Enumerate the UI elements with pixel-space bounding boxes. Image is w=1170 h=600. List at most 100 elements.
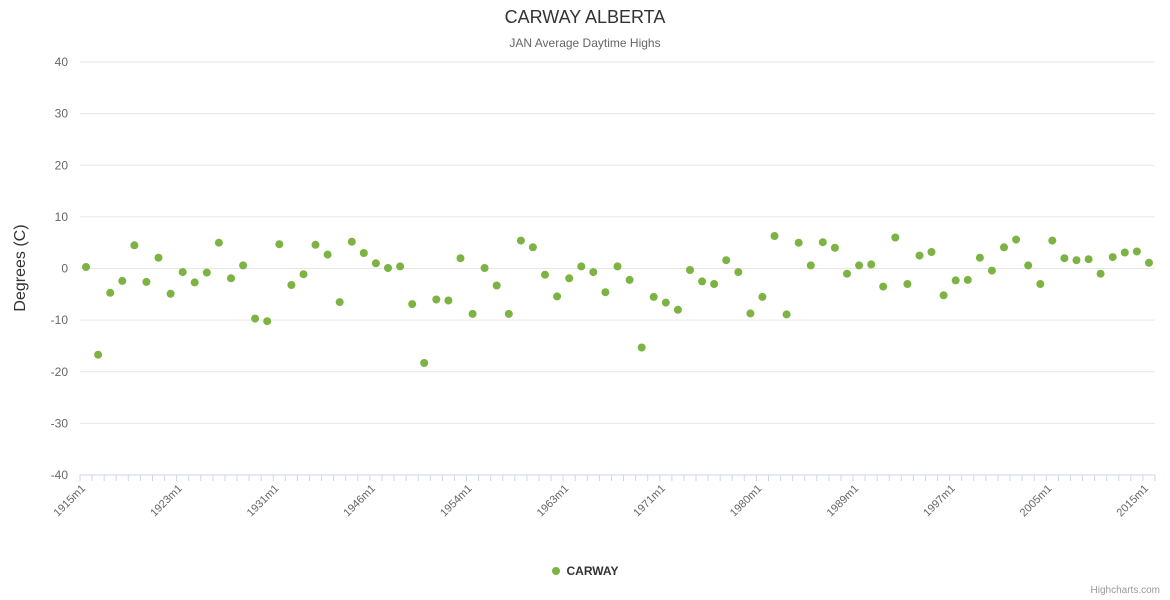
- data-point[interactable]: [673, 305, 682, 314]
- data-point[interactable]: [734, 268, 743, 277]
- chart-subtitle: JAN Average Daytime Highs: [509, 36, 661, 50]
- data-point[interactable]: [214, 238, 223, 247]
- data-point[interactable]: [710, 280, 719, 288]
- data-point[interactable]: [384, 264, 392, 272]
- data-point[interactable]: [1000, 243, 1008, 252]
- data-point[interactable]: [335, 298, 344, 307]
- data-point[interactable]: [794, 238, 803, 247]
- data-point[interactable]: [347, 237, 356, 246]
- data-point[interactable]: [239, 261, 248, 270]
- data-point[interactable]: [287, 281, 296, 289]
- data-point[interactable]: [613, 262, 622, 271]
- data-point[interactable]: [516, 236, 525, 245]
- data-point[interactable]: [1145, 258, 1153, 267]
- data-point[interactable]: [879, 282, 888, 291]
- data-point[interactable]: [758, 292, 767, 301]
- data-point[interactable]: [782, 310, 791, 319]
- data-point[interactable]: [82, 263, 90, 271]
- data-point[interactable]: [1072, 256, 1081, 265]
- data-point[interactable]: [1036, 280, 1045, 288]
- data-point[interactable]: [963, 275, 972, 284]
- data-point[interactable]: [698, 277, 707, 286]
- data-point[interactable]: [637, 343, 646, 352]
- data-point[interactable]: [178, 268, 187, 277]
- data-point[interactable]: [1108, 253, 1117, 262]
- data-point[interactable]: [903, 280, 912, 288]
- data-point[interactable]: [263, 317, 272, 326]
- data-point[interactable]: [661, 298, 670, 307]
- legend-item-label: CARWAY: [566, 564, 619, 578]
- data-point[interactable]: [770, 232, 779, 240]
- data-point[interactable]: [130, 241, 139, 250]
- data-point[interactable]: [480, 264, 489, 272]
- data-point[interactable]: [492, 281, 501, 290]
- data-point[interactable]: [649, 292, 658, 301]
- data-point[interactable]: [987, 266, 996, 275]
- data-point[interactable]: [299, 270, 308, 279]
- data-point[interactable]: [190, 278, 199, 287]
- data-point[interactable]: [528, 243, 537, 252]
- y-axis-label: -20: [51, 365, 69, 379]
- data-point[interactable]: [1024, 261, 1033, 270]
- data-point[interactable]: [227, 274, 235, 283]
- data-point[interactable]: [975, 253, 984, 262]
- x-axis-label: 1989m1: [825, 483, 862, 520]
- data-point[interactable]: [275, 240, 284, 249]
- data-point[interactable]: [1084, 255, 1093, 264]
- data-point[interactable]: [915, 251, 924, 260]
- data-point[interactable]: [106, 288, 115, 297]
- data-point[interactable]: [951, 276, 960, 285]
- data-point[interactable]: [311, 240, 320, 249]
- y-axis-title: Degrees (C): [12, 224, 29, 311]
- data-point[interactable]: [359, 249, 368, 257]
- data-point[interactable]: [420, 359, 429, 367]
- data-point[interactable]: [746, 309, 755, 318]
- legend-item-carway[interactable]: CARWAY: [551, 564, 619, 578]
- data-point[interactable]: [1096, 269, 1105, 278]
- data-point[interactable]: [323, 250, 332, 259]
- data-point[interactable]: [408, 300, 417, 309]
- data-point[interactable]: [371, 259, 380, 268]
- data-point[interactable]: [818, 238, 827, 247]
- data-point[interactable]: [927, 248, 936, 256]
- y-axis-label: 40: [55, 55, 69, 69]
- y-axis-label: -10: [51, 313, 69, 327]
- data-point[interactable]: [166, 289, 175, 298]
- data-point[interactable]: [504, 309, 513, 318]
- data-point[interactable]: [154, 253, 163, 262]
- data-point[interactable]: [806, 261, 815, 270]
- data-point[interactable]: [830, 243, 839, 252]
- data-point[interactable]: [891, 233, 900, 242]
- data-point[interactable]: [565, 274, 574, 283]
- data-point[interactable]: [855, 261, 864, 270]
- data-point[interactable]: [625, 275, 634, 284]
- x-axis-label: 1980m1: [728, 483, 765, 520]
- data-point[interactable]: [456, 254, 465, 263]
- data-point[interactable]: [432, 295, 441, 304]
- data-point[interactable]: [939, 291, 948, 300]
- data-point[interactable]: [722, 256, 731, 265]
- data-point[interactable]: [142, 277, 151, 286]
- data-point[interactable]: [1048, 236, 1057, 245]
- data-point[interactable]: [202, 268, 211, 277]
- data-point[interactable]: [444, 296, 453, 305]
- data-point[interactable]: [1060, 254, 1069, 263]
- data-point[interactable]: [1132, 247, 1141, 256]
- data-point[interactable]: [1012, 235, 1021, 244]
- credits-link[interactable]: Highcharts.com: [1090, 585, 1160, 596]
- data-point[interactable]: [589, 268, 598, 277]
- data-point[interactable]: [94, 350, 103, 359]
- data-point[interactable]: [601, 288, 610, 297]
- data-point[interactable]: [468, 309, 477, 318]
- data-point[interactable]: [1120, 248, 1129, 257]
- legend-marker-icon: [552, 567, 561, 575]
- data-point[interactable]: [577, 262, 586, 271]
- data-point[interactable]: [686, 266, 694, 274]
- data-point[interactable]: [396, 262, 405, 271]
- data-point[interactable]: [867, 260, 876, 269]
- data-point[interactable]: [541, 270, 549, 279]
- data-point[interactable]: [118, 276, 127, 285]
- data-point[interactable]: [843, 269, 851, 278]
- data-point[interactable]: [553, 292, 562, 301]
- data-point[interactable]: [251, 314, 260, 323]
